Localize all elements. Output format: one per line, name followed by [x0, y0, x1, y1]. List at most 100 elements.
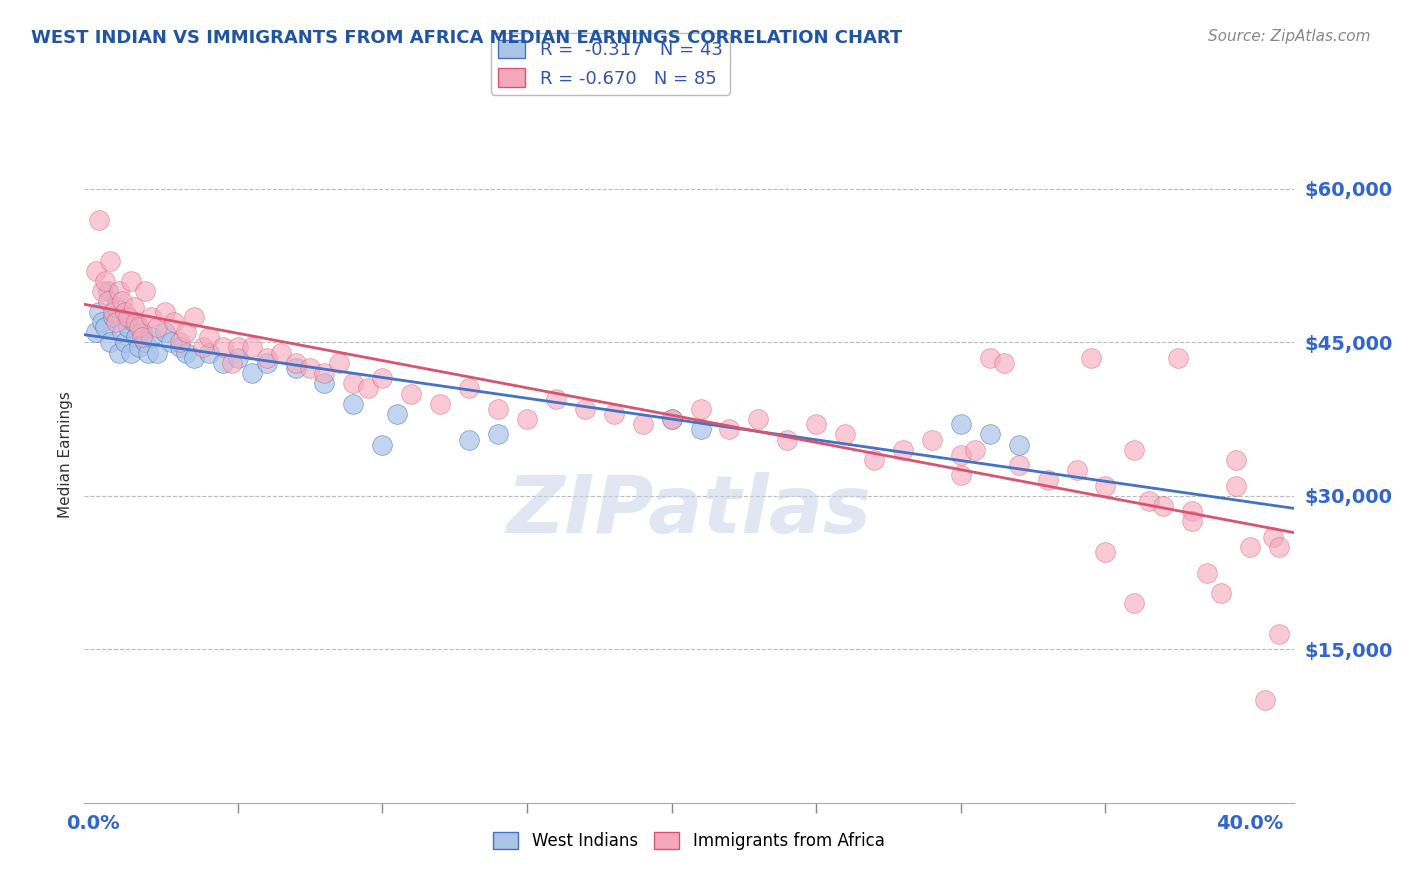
Point [256, 356, 278, 370]
Point [93, 274, 115, 288]
Point [1181, 504, 1204, 518]
Point [128, 341, 150, 355]
Point [270, 345, 292, 359]
Point [544, 392, 567, 406]
Point [458, 433, 481, 447]
Point [1263, 530, 1285, 544]
Point [122, 315, 145, 329]
Point [661, 412, 683, 426]
Point [1094, 545, 1116, 559]
Legend: West Indians, Immigrants from Africa: West Indians, Immigrants from Africa [486, 826, 891, 857]
Point [131, 330, 153, 344]
Point [1268, 627, 1291, 641]
Point [979, 351, 1001, 365]
Point [117, 320, 139, 334]
Point [357, 381, 380, 395]
Point [136, 345, 159, 359]
Point [84, 264, 107, 278]
Point [240, 341, 263, 355]
Point [486, 401, 509, 416]
Point [1225, 453, 1247, 467]
Point [103, 310, 125, 324]
Point [1137, 494, 1160, 508]
Point [863, 453, 886, 467]
Point [1123, 442, 1146, 457]
Point [96, 284, 118, 298]
Point [100, 335, 122, 350]
Point [145, 345, 167, 359]
Point [603, 407, 626, 421]
Point [1181, 515, 1204, 529]
Text: WEST INDIAN VS IMMIGRANTS FROM AFRICA MEDIAN EARNINGS CORRELATION CHART: WEST INDIAN VS IMMIGRANTS FROM AFRICA ME… [31, 29, 903, 46]
Point [689, 401, 711, 416]
Text: ZIPatlas: ZIPatlas [506, 472, 872, 549]
Y-axis label: Median Earnings: Median Earnings [58, 392, 73, 518]
Point [949, 417, 972, 432]
Point [1195, 566, 1218, 580]
Point [385, 407, 408, 421]
Point [111, 325, 134, 339]
Point [155, 304, 177, 318]
Point [174, 345, 197, 359]
Point [122, 300, 145, 314]
Point [314, 366, 336, 380]
Point [949, 448, 972, 462]
Point [689, 422, 711, 436]
Point [949, 468, 972, 483]
Point [965, 442, 987, 457]
Point [120, 274, 142, 288]
Point [891, 442, 914, 457]
Point [212, 341, 235, 355]
Point [221, 356, 243, 370]
Point [84, 325, 107, 339]
Point [183, 310, 205, 324]
Point [747, 412, 769, 426]
Point [169, 341, 191, 355]
Point [1152, 499, 1174, 513]
Point [1239, 540, 1261, 554]
Point [1211, 586, 1233, 600]
Point [160, 335, 183, 350]
Point [191, 341, 214, 355]
Point [139, 330, 162, 344]
Point [256, 351, 278, 365]
Point [1123, 596, 1146, 610]
Point [131, 325, 153, 339]
Point [1008, 458, 1031, 472]
Point [174, 325, 197, 339]
Point [117, 310, 139, 324]
Point [87, 212, 110, 227]
Point [921, 433, 943, 447]
Point [516, 412, 538, 426]
Point [125, 330, 148, 344]
Point [111, 294, 134, 309]
Point [834, 427, 856, 442]
Point [328, 356, 350, 370]
Point [458, 381, 481, 395]
Point [105, 300, 128, 314]
Point [197, 330, 219, 344]
Point [1080, 351, 1102, 365]
Point [134, 284, 156, 298]
Point [163, 315, 186, 329]
Point [371, 371, 394, 385]
Point [96, 294, 118, 309]
Point [226, 351, 249, 365]
Point [661, 412, 683, 426]
Point [108, 284, 131, 298]
Point [114, 335, 136, 350]
Point [169, 335, 191, 350]
Point [103, 304, 125, 318]
Point [486, 427, 509, 442]
Point [284, 360, 307, 375]
Point [1066, 463, 1088, 477]
Point [298, 360, 321, 375]
Point [342, 376, 364, 391]
Point [1167, 351, 1189, 365]
Point [314, 376, 336, 391]
Point [145, 320, 167, 334]
Point [776, 433, 799, 447]
Point [134, 335, 156, 350]
Point [806, 417, 828, 432]
Point [90, 284, 112, 298]
